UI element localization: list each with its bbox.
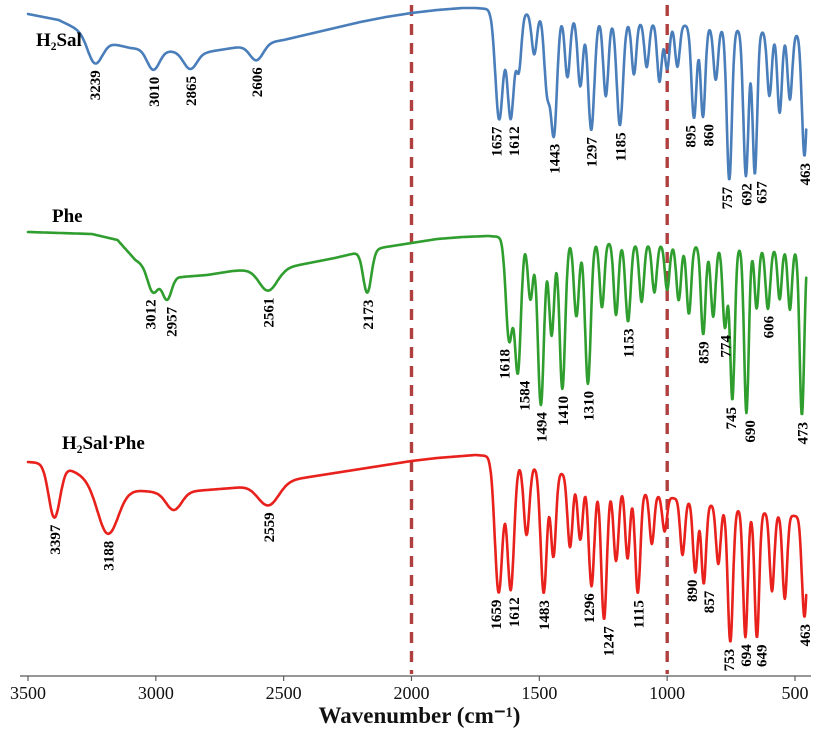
peak-label-phe-473: 473 <box>795 422 811 445</box>
peak-label-h2sal-phe-1483: 1483 <box>537 600 553 630</box>
peak-label-phe-1618: 1618 <box>498 349 514 379</box>
peak-label-phe-745: 745 <box>724 407 740 430</box>
peak-label-phe-606: 606 <box>761 315 777 338</box>
peak-label-h2sal-1657: 1657 <box>490 126 506 157</box>
x-tick-label-3500: 3500 <box>10 683 46 703</box>
x-tick-label-2500: 2500 <box>266 683 302 703</box>
peak-label-h2sal-phe-3397: 3397 <box>48 524 64 555</box>
x-axis-title: Wavenumber (cm⁻¹) <box>319 703 521 728</box>
peak-label-h2sal-phe-857: 857 <box>702 590 718 613</box>
peak-label-h2sal-692: 692 <box>739 183 755 206</box>
peak-label-h2sal-1297: 1297 <box>585 137 601 168</box>
spectrum-trace-h2sal-phe <box>26 453 808 643</box>
peak-label-phe-1310: 1310 <box>581 391 597 421</box>
peak-label-h2sal-phe-1247: 1247 <box>602 626 618 657</box>
peak-label-phe-774: 774 <box>718 335 734 358</box>
peak-label-phe-690: 690 <box>743 420 759 443</box>
peak-label-h2sal-phe-649: 649 <box>754 645 770 668</box>
spectrum-trace-h2sal <box>26 6 808 181</box>
peak-label-phe-3012: 3012 <box>143 299 159 329</box>
peak-label-h2sal-phe-1612: 1612 <box>507 597 523 627</box>
peak-label-h2sal-2606: 2606 <box>250 67 266 98</box>
peak-label-h2sal-phe-694: 694 <box>739 644 755 667</box>
peak-label-h2sal-1443: 1443 <box>547 144 563 174</box>
spectrum-trace-phe <box>26 230 808 416</box>
peak-label-phe-2173: 2173 <box>361 300 377 330</box>
peak-label-h2sal-phe-1115: 1115 <box>631 600 647 628</box>
peak-label-h2sal-860: 860 <box>702 124 718 147</box>
peak-label-phe-1584: 1584 <box>517 380 533 411</box>
peak-label-phe-859: 859 <box>697 341 713 364</box>
peak-label-h2sal-phe-890: 890 <box>685 580 701 603</box>
peak-label-h2sal-phe-3188: 3188 <box>101 541 117 571</box>
x-tick-label-2000: 2000 <box>394 683 430 703</box>
peak-label-h2sal-463: 463 <box>798 163 814 186</box>
peak-label-phe-1494: 1494 <box>534 412 550 443</box>
peak-label-h2sal-757: 757 <box>720 186 736 209</box>
peak-label-phe-1410: 1410 <box>556 396 572 426</box>
x-tick-label-1500: 1500 <box>521 683 557 703</box>
peak-label-h2sal-1612: 1612 <box>507 126 523 156</box>
peak-label-h2sal-3239: 3239 <box>88 70 104 100</box>
peak-label-h2sal-1185: 1185 <box>613 132 629 161</box>
peak-label-h2sal-2865: 2865 <box>184 76 200 106</box>
peak-label-phe-1153: 1153 <box>622 329 638 358</box>
peak-label-phe-2957: 2957 <box>164 306 180 337</box>
series-label-h2sal: H₂Sal <box>36 30 82 51</box>
peak-label-phe-2561: 2561 <box>262 298 278 328</box>
x-tick-label-500: 500 <box>782 683 809 703</box>
peak-label-h2sal-3010: 3010 <box>147 77 163 107</box>
peak-label-h2sal-phe-1659: 1659 <box>489 600 505 630</box>
series-label-h2sal-phe: H₂Sal·Phe <box>62 433 145 454</box>
peak-label-h2sal-657: 657 <box>754 181 770 204</box>
x-tick-label-3000: 3000 <box>138 683 174 703</box>
peak-label-h2sal-phe-2559: 2559 <box>262 512 278 542</box>
x-tick-label-1000: 1000 <box>649 683 685 703</box>
peak-label-h2sal-895: 895 <box>684 125 700 148</box>
series-label-phe: Phe <box>52 206 83 227</box>
peak-label-h2sal-phe-463: 463 <box>798 624 814 647</box>
peak-label-h2sal-phe-1296: 1296 <box>582 593 598 624</box>
peak-label-h2sal-phe-753: 753 <box>722 649 738 672</box>
